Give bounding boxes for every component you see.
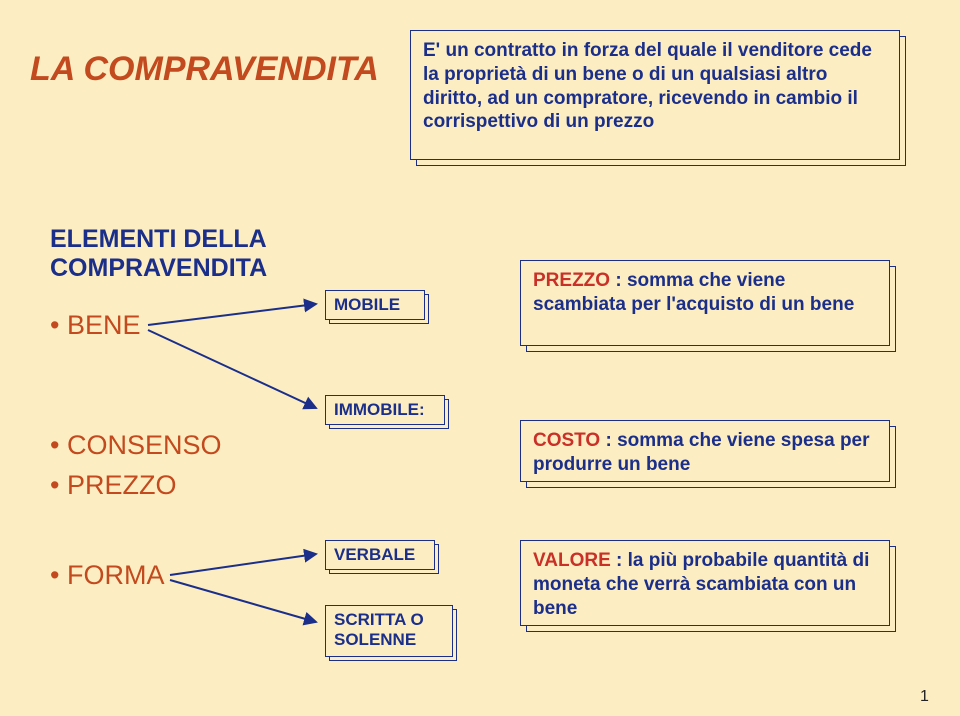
page-number: 1 [920, 688, 929, 706]
slide: LA COMPRAVENDITA E' un contratto in forz… [0, 0, 960, 716]
connectors-svg [0, 0, 960, 716]
